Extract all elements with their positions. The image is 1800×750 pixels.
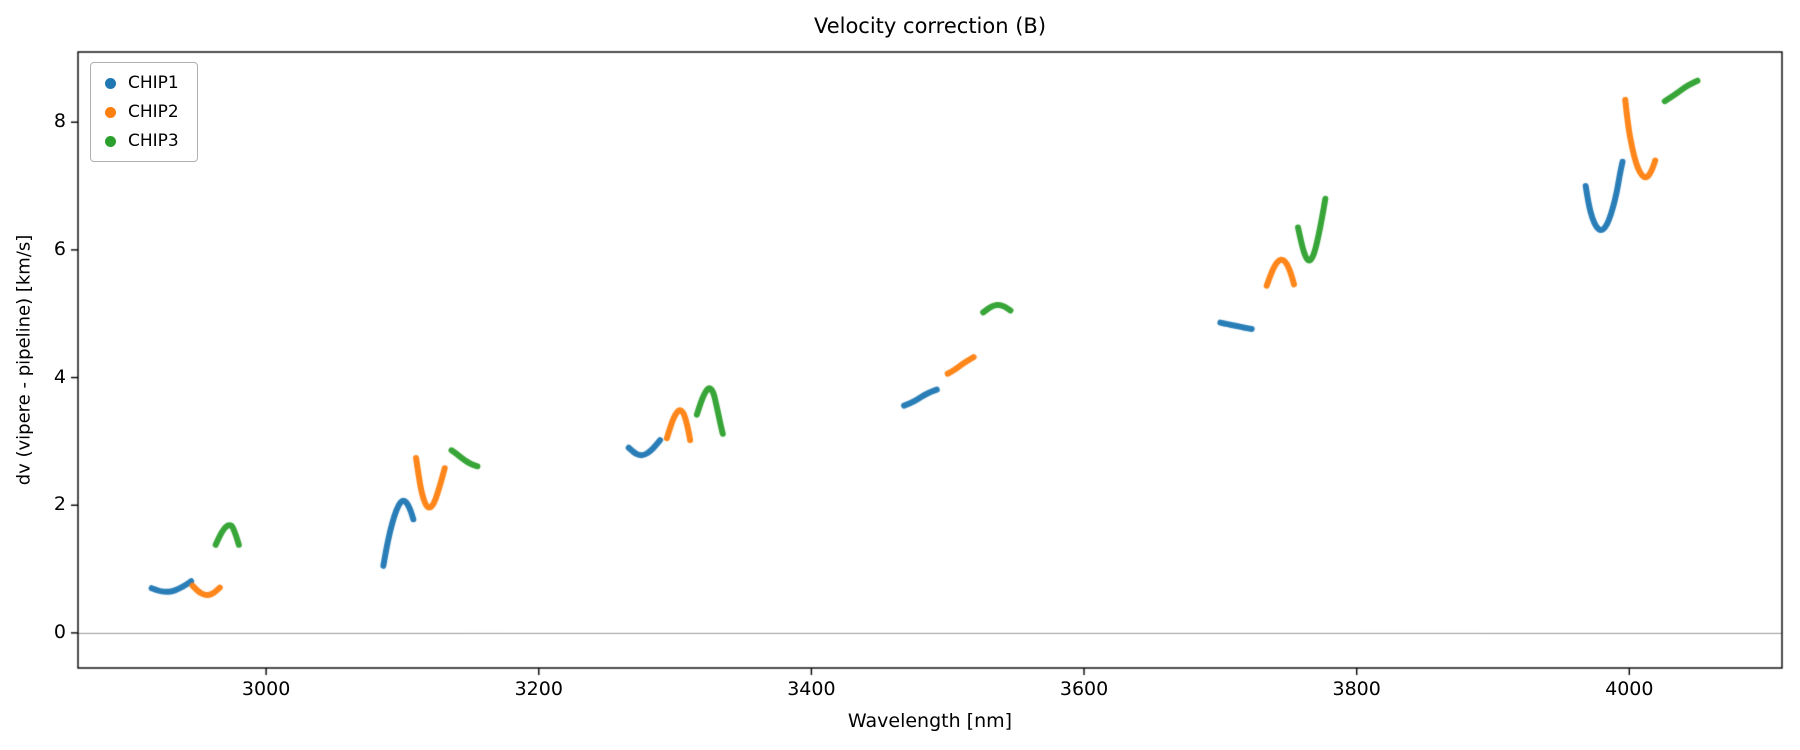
legend-marker-icon: [105, 77, 116, 89]
x-axis-label: Wavelength [nm]: [847, 710, 1013, 732]
legend-item-chip1: CHIP1: [105, 73, 179, 93]
x-tick-label: 3400: [787, 678, 836, 700]
legend-label: CHIP3: [128, 131, 179, 151]
legend-label: CHIP1: [128, 73, 179, 93]
legend-marker-icon: [105, 135, 116, 147]
legend: CHIP1 CHIP2 CHIP3: [90, 62, 198, 162]
y-tick-label: 8: [53, 110, 66, 133]
legend-item-chip2: CHIP2: [105, 102, 179, 122]
y-tick-label: 6: [53, 237, 66, 260]
x-tick-label: 3000: [241, 678, 291, 700]
chart-title: Velocity correction (B): [813, 14, 1047, 38]
y-tick-label: 2: [53, 493, 66, 516]
x-tick-label: 4000: [1605, 678, 1654, 700]
y-tick-label: 0: [53, 620, 66, 643]
legend-item-chip3: CHIP3: [105, 131, 179, 151]
legend-label: CHIP2: [128, 102, 179, 122]
y-tick-label: 4: [53, 365, 66, 388]
legend-marker-icon: [105, 106, 116, 118]
x-tick-label: 3600: [1059, 678, 1109, 700]
x-tick-label: 3800: [1332, 678, 1381, 700]
y-axis-label: dv (vipere - pipeline) [km/s]: [13, 234, 35, 486]
x-tick-label: 3200: [514, 678, 563, 700]
